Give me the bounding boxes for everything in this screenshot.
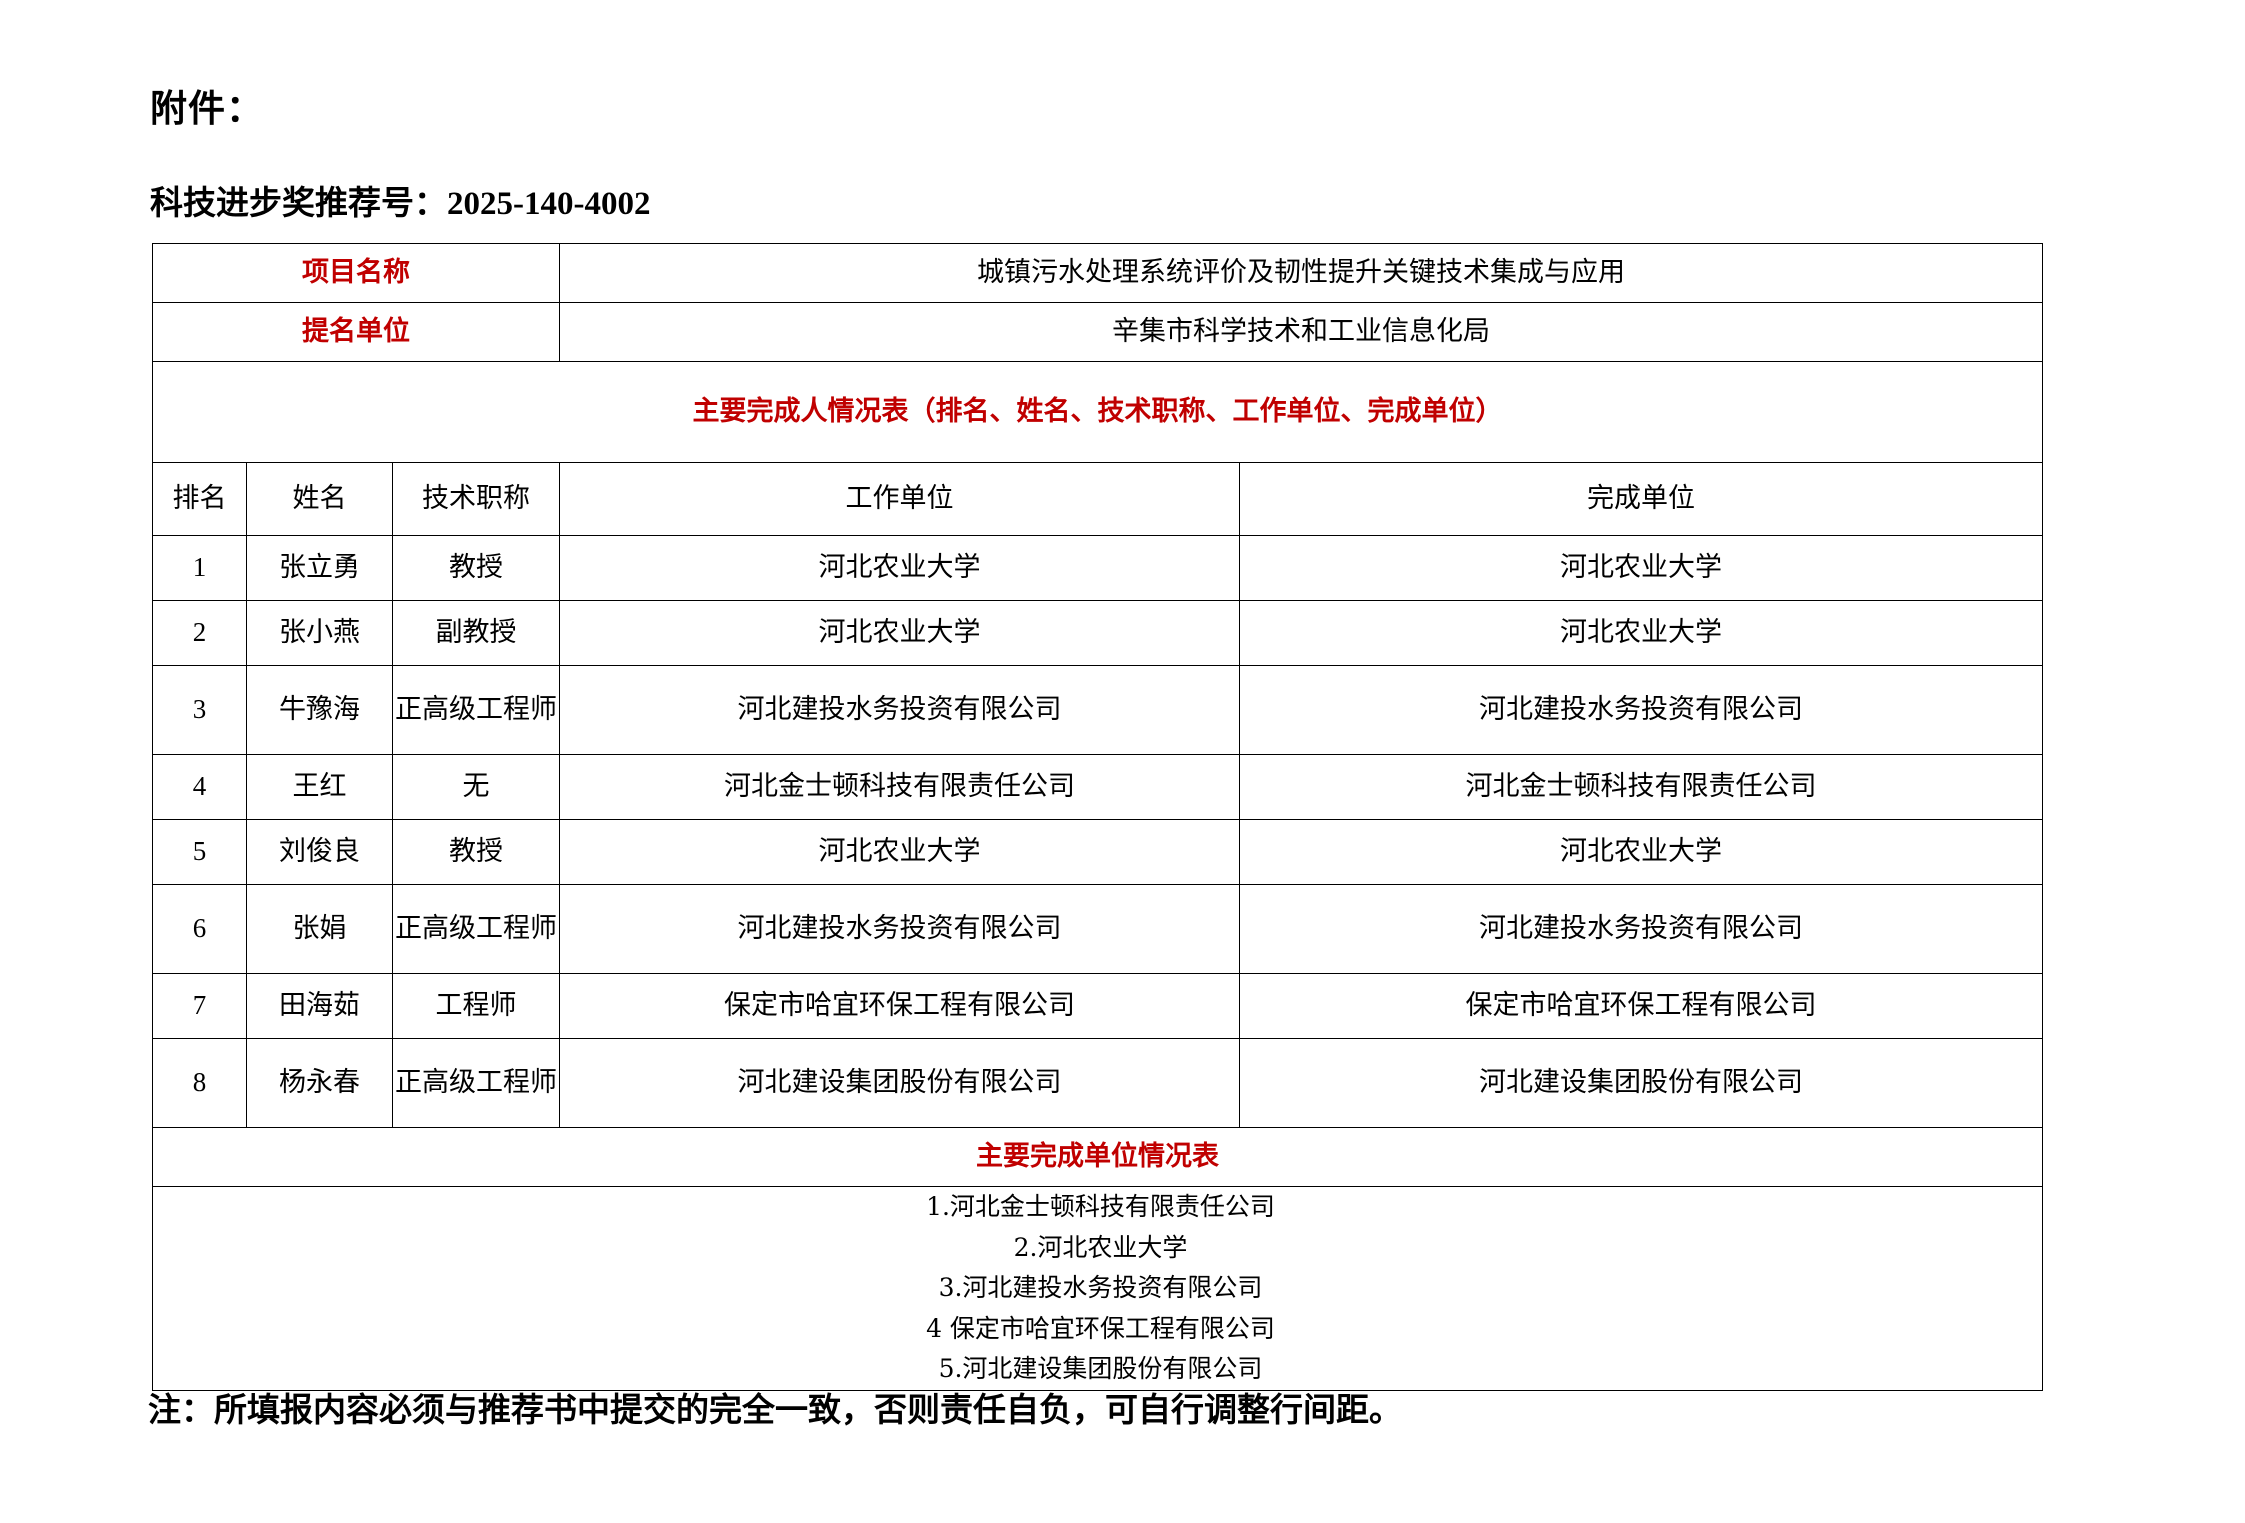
cell-technical-title: 工程师 [391,973,561,1039]
recommendation-number-value: 2025-140-4002 [447,186,651,222]
table-row: 4 王红 无 河北金士顿科技有限责任公司 河北金士顿科技有限责任公司 [152,754,2044,820]
cell-name: 田海茹 [246,973,393,1039]
list-item: 5.河北建设集团股份有限公司 [938,1354,1263,1383]
list-item: 4 保定市哈宜环保工程有限公司 [926,1313,1275,1343]
cell-completion-unit: 河北农业大学 [1239,600,2044,666]
cell-completion-unit: 保定市哈宜环保工程有限公司 [1239,973,2044,1039]
info-row-nominating-unit: 提名单位 辛集市科学技术和工业信息化局 [151,302,2044,362]
cell-work-unit: 保定市哈宜环保工程有限公司 [559,973,1241,1039]
cell-rank: 6 [152,884,247,974]
list-item: 2.河北农业大学 [1013,1232,1188,1262]
cell-completion-unit: 河北农业大学 [1239,819,2044,885]
table-row: 8 杨永春 正高级工程师 河北建设集团股份有限公司 河北建设集团股份有限公司 [152,1038,2044,1128]
column-header-rank: 排名 [152,462,247,536]
nominating-unit-value: 辛集市科学技术和工业信息化局 [559,302,2044,362]
column-header-work-unit: 工作单位 [559,462,1241,536]
units-list-row: 1.河北金士顿科技有限责任公司 2.河北农业大学 3.河北建投水务投资有限公司 … [151,1186,2044,1391]
cell-work-unit: 河北农业大学 [559,819,1241,885]
cell-name: 牛豫海 [246,665,393,755]
table-row: 5 刘俊良 教授 河北农业大学 河北农业大学 [152,819,2044,885]
people-table-header-row: 排名 姓名 技术职称 工作单位 完成单位 [152,462,2044,536]
column-header-name: 姓名 [246,462,393,536]
cell-rank: 8 [152,1038,247,1128]
column-header-technical-title: 技术职称 [391,462,561,536]
cell-rank: 7 [152,973,247,1039]
table-row: 1 张立勇 教授 河北农业大学 河北农业大学 [152,535,2044,601]
cell-name: 张立勇 [246,535,393,601]
units-section-title: 主要完成单位情况表 [151,1127,2044,1187]
cell-technical-title: 正高级工程师 [391,1038,561,1128]
cell-technical-title: 教授 [391,819,561,885]
cell-completion-unit: 河北农业大学 [1239,535,2044,601]
cell-name: 刘俊良 [246,819,393,885]
cell-rank: 5 [152,819,247,885]
cell-technical-title: 副教授 [391,600,561,666]
attachment-label: 附件： [150,86,264,130]
list-item: 3.河北建投水务投资有限公司 [938,1273,1263,1302]
cell-technical-title: 正高级工程师 [391,884,561,974]
recommendation-number-line: 科技进步奖推荐号：2025-140-4002 [150,176,650,224]
cell-technical-title: 正高级工程师 [391,665,561,755]
cell-name: 王红 [246,754,393,820]
people-section-title: 主要完成人情况表（排名、姓名、技术职称、工作单位、完成单位） [151,361,2044,463]
recommendation-number-prefix: 科技进步奖推荐号： [150,183,447,222]
units-list: 1.河北金士顿科技有限责任公司 2.河北农业大学 3.河北建投水务投资有限公司 … [151,1186,2044,1391]
cell-name: 张娟 [246,884,393,974]
cell-rank: 2 [152,600,247,666]
cell-work-unit: 河北建投水务投资有限公司 [559,665,1241,755]
table-row: 6 张娟 正高级工程师 河北建投水务投资有限公司 河北建投水务投资有限公司 [152,884,2044,974]
table-row: 2 张小燕 副教授 河北农业大学 河北农业大学 [152,600,2044,666]
cell-rank: 4 [152,754,247,820]
cell-rank: 1 [152,535,247,601]
cell-completion-unit: 河北金士顿科技有限责任公司 [1239,754,2044,820]
units-section-title-row: 主要完成单位情况表 [151,1127,2044,1187]
project-name-label: 项目名称 [151,243,561,303]
cell-work-unit: 河北建投水务投资有限公司 [559,884,1241,974]
table-row: 7 田海茹 工程师 保定市哈宜环保工程有限公司 保定市哈宜环保工程有限公司 [152,973,2044,1039]
cell-technical-title: 教授 [391,535,561,601]
people-section-title-row: 主要完成人情况表（排名、姓名、技术职称、工作单位、完成单位） [151,361,2044,463]
table-row: 3 牛豫海 正高级工程师 河北建投水务投资有限公司 河北建投水务投资有限公司 [152,665,2044,755]
cell-completion-unit: 河北建投水务投资有限公司 [1239,665,2044,755]
list-item: 1.河北金士顿科技有限责任公司 [926,1192,1275,1221]
cell-work-unit: 河北农业大学 [559,535,1241,601]
cell-completion-unit: 河北建投水务投资有限公司 [1239,884,2044,974]
cell-work-unit: 河北金士顿科技有限责任公司 [559,754,1241,820]
cell-work-unit: 河北建设集团股份有限公司 [559,1038,1241,1128]
cell-completion-unit: 河北建设集团股份有限公司 [1239,1038,2044,1128]
cell-technical-title: 无 [391,754,561,820]
cell-name: 杨永春 [246,1038,393,1128]
project-name-value: 城镇污水处理系统评价及韧性提升关键技术集成与应用 [559,243,2044,303]
cell-rank: 3 [152,665,247,755]
award-nomination-table: 项目名称 城镇污水处理系统评价及韧性提升关键技术集成与应用 提名单位 辛集市科学… [151,243,2044,1391]
footer-note: 注：所填报内容必须与推荐书中提交的完全一致，否则责任自负，可自行调整行间距。 [148,1390,1402,1429]
nominating-unit-label: 提名单位 [151,302,561,362]
cell-work-unit: 河北农业大学 [559,600,1241,666]
info-row-project-name: 项目名称 城镇污水处理系统评价及韧性提升关键技术集成与应用 [151,243,2044,303]
column-header-completion-unit: 完成单位 [1239,462,2044,536]
cell-name: 张小燕 [246,600,393,666]
